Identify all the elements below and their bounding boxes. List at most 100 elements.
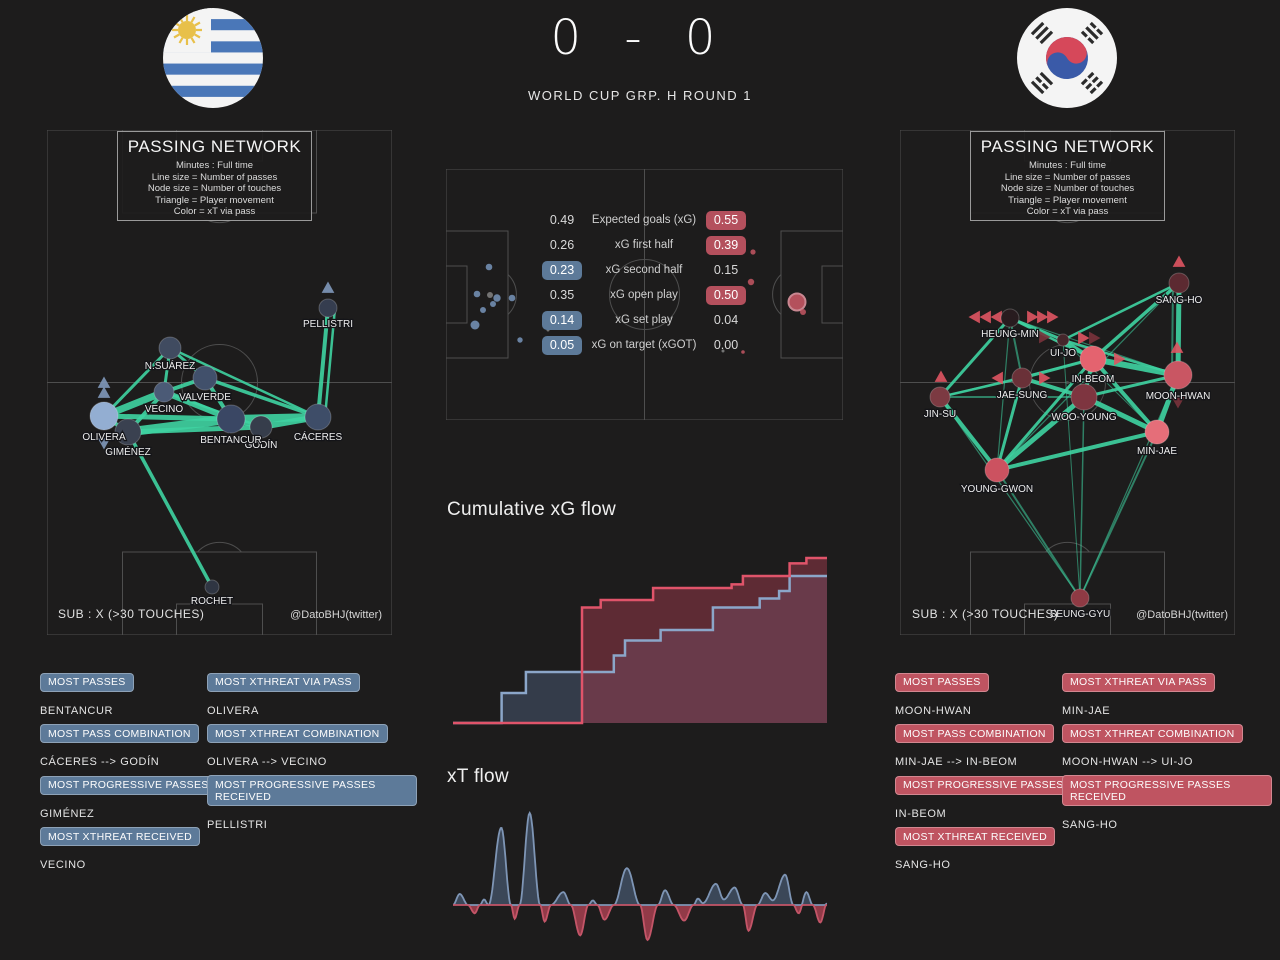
pass-edge — [1009, 317, 1023, 379]
player-label: VECINO — [145, 404, 184, 415]
stat-badge: MOST XTHREAT COMBINATION — [1062, 724, 1243, 743]
cumulative-xg-flow-title: Cumulative xG flow — [447, 499, 617, 520]
player-node — [929, 386, 951, 408]
player-label: MIN-JAE — [1137, 446, 1177, 457]
stat-badge-item: MOST PASSES BENTANCUR — [40, 672, 230, 717]
legend-line: Color = xT via pass — [173, 206, 256, 217]
xg-stat-away-value: 0.00 — [713, 338, 739, 352]
player-movement-triangle-icon — [979, 310, 991, 324]
stat-badge-item: MOST PROGRESSIVE PASSES RECEIVED PELLISTR… — [207, 775, 417, 831]
uruguay-flag-icon — [163, 8, 263, 108]
pass-edge — [938, 316, 1012, 399]
player-node — [304, 403, 332, 431]
xg-stat-away-value: 0.39 — [686, 235, 766, 255]
stat-badge-value: BENTANCUR — [40, 704, 114, 717]
pass-edge — [203, 376, 320, 419]
legend-line: Node size = Number of touches — [1000, 183, 1135, 194]
pass-edge — [1091, 281, 1181, 361]
player-label: YOUNG-GWON — [961, 484, 1033, 495]
pass-edge — [126, 430, 214, 589]
player-node — [204, 579, 220, 595]
pass-edge — [938, 395, 999, 472]
stat-badge-item: MOST PROGRESSIVE PASSES RECEIVED SANG-HO — [1062, 775, 1272, 831]
shot-marker — [470, 320, 480, 330]
player-label: IN-BEOM — [1072, 374, 1115, 385]
xg-stat-home-value: 0.14 — [522, 310, 602, 330]
xg-stat-home-value: 0.49 — [549, 213, 575, 227]
pass-edge — [1091, 357, 1159, 434]
xg-shot-map-pitch — [446, 169, 843, 420]
pass-edge — [1062, 339, 1081, 599]
pass-edge — [1079, 431, 1158, 599]
xg-stat-label: xG open play — [610, 289, 678, 301]
player-node — [216, 404, 246, 434]
stat-badge: MOST XTHREAT VIA PASS — [207, 672, 360, 692]
stat-badge: MOST PROGRESSIVE PASSES RECEIVED — [207, 775, 417, 806]
shot-marker — [747, 278, 755, 286]
stat-badge: MOST PASSES — [895, 672, 989, 692]
shot-marker — [517, 337, 523, 343]
stat-badge-item: MOST PROGRESSIVE PASSES IN-BEOM — [895, 775, 1085, 820]
player-label: JIN-SU — [924, 409, 956, 420]
player-node — [1070, 588, 1090, 608]
xg-stat-home-value: 0.05 — [522, 335, 602, 355]
player-movement-triangle-icon — [1089, 331, 1101, 345]
stat-badge-value: SANG-HO — [1062, 819, 1118, 831]
pass-edge — [316, 306, 330, 419]
player-label: HEUNG-MIN — [981, 329, 1039, 340]
player-label: CÁCERES — [294, 430, 343, 443]
player-node — [1070, 383, 1098, 411]
player-label: UI-JO — [1050, 348, 1076, 359]
player-node — [318, 298, 338, 318]
player-movement-triangle-icon — [934, 370, 948, 382]
player-node — [1079, 345, 1107, 373]
stat-badge-item: MOST PASS COMBINATION MIN-JAE --> IN-BEOM — [895, 724, 1085, 768]
pass-edge — [102, 346, 172, 418]
pass-edge — [994, 394, 1087, 473]
credit: @DatoBHJ(twitter) — [1136, 609, 1228, 621]
player-movement-triangle-icon — [97, 386, 111, 398]
player-movement-triangle-icon — [1037, 310, 1049, 324]
shot-marker — [750, 249, 756, 255]
stat-badge-value: VECINO — [40, 859, 86, 871]
stat-badge-item: MOST PASS COMBINATION CÁCERES --> GODÍN — [40, 724, 230, 768]
stat-badge: MOST PROGRESSIVE PASSES RECEIVED — [1062, 775, 1272, 806]
shot-marker — [473, 290, 481, 298]
stat-badge-item: MOST XTHREAT VIA PASS MIN-JAE — [1062, 672, 1272, 717]
cumulative-xg-flow-chart — [453, 556, 827, 725]
uruguay-panel-legend: PASSING NETWORK Minutes : Full time Line s… — [117, 131, 312, 221]
stat-badge-item: MOST XTHREAT VIA PASS OLIVERA — [207, 672, 417, 717]
player-node — [114, 418, 142, 446]
legend-line: Line size = Number of passes — [151, 171, 278, 183]
korea-badges-col1: MOST PASSES MOON-HWAN MOST PASS COMBINATIO… — [895, 672, 1085, 878]
pass-edge — [996, 469, 1081, 599]
pass-edge — [1175, 280, 1182, 378]
xg-stat-label: Expected goals (xG) — [591, 214, 697, 226]
stat-badge-value: IN-BEOM — [895, 807, 947, 820]
xg-stat-home-value: 0.23 — [522, 260, 602, 280]
pass-edge — [996, 317, 1011, 471]
player-label: MOON-HWAN — [1146, 391, 1211, 402]
pass-edge — [168, 346, 320, 419]
player-node — [249, 415, 273, 439]
shot-marker — [487, 292, 493, 298]
player-label: JAE-SUNG — [997, 390, 1048, 401]
pass-edge — [1082, 373, 1180, 399]
stat-badge-item: MOST XTHREAT COMBINATION MOON-HWAN --> UI… — [1062, 724, 1272, 768]
player-movement-triangle-icon — [1047, 310, 1059, 324]
pass-edge — [995, 430, 1159, 472]
legend-line: Triangle = Player movement — [1008, 194, 1127, 206]
shot-marker — [741, 350, 745, 354]
korea-passing-network: SEUNG-GYU YOUNG-GWON JIN-SU MIN-JAE WOO-YOUN… — [900, 130, 1235, 635]
legend-line: Line size = Number of passes — [1004, 171, 1131, 183]
player-movement-triangle-icon — [1039, 330, 1051, 344]
player-movement-triangle-icon — [991, 371, 1003, 385]
credit: @DatoBHJ(twitter) — [290, 609, 382, 621]
player-label: SEUNG-GYU — [1050, 609, 1111, 620]
competition-label: WORLD CUP GRP. H ROUND 1 — [527, 88, 753, 103]
pass-edge — [1171, 282, 1174, 376]
legend-line: Minutes : Full time — [1028, 160, 1107, 171]
player-movement-triangle-icon — [1114, 352, 1126, 366]
korea-panel-legend: PASSING NETWORK Minutes : Full time Line s… — [970, 131, 1165, 221]
player-node — [1168, 272, 1190, 294]
